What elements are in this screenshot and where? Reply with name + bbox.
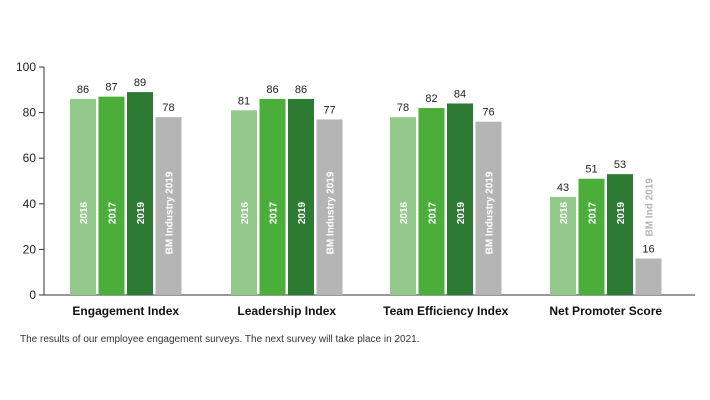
- bar-series-label: 2017: [588, 201, 599, 224]
- bar: [607, 174, 633, 295]
- bar: [155, 117, 182, 295]
- bar-value-label: 53: [614, 159, 626, 171]
- bar-series-label: 2019: [297, 201, 308, 224]
- y-tick-label: 100: [16, 60, 36, 74]
- y-tick-label: 60: [23, 151, 37, 165]
- bar-value-label: 86: [295, 84, 307, 96]
- bar: [475, 121, 502, 295]
- bar-series-label: 2017: [108, 201, 119, 224]
- bar-series-label: BM Industry 2019: [326, 171, 337, 254]
- bar-series-label: 2016: [399, 201, 410, 224]
- bar-value-label: 87: [105, 82, 117, 94]
- bar-value-label: 16: [642, 244, 654, 256]
- bar: [390, 117, 416, 295]
- category-label: Leadership Index: [237, 304, 336, 318]
- bar: [578, 178, 605, 295]
- bar-series-label: 2017: [269, 201, 280, 224]
- bar-series-label: 2019: [136, 201, 147, 224]
- bar-series-label: 2019: [616, 201, 627, 224]
- y-tick-label: 0: [29, 288, 36, 302]
- bar: [70, 98, 96, 295]
- bar: [127, 92, 153, 295]
- bar-value-label: 82: [425, 93, 437, 105]
- bar-value-label: 43: [557, 182, 569, 194]
- bar-series-label: BM Industry 2019: [485, 171, 496, 254]
- bar-value-label: 78: [397, 102, 409, 114]
- bar: [550, 196, 576, 295]
- bar: [259, 98, 286, 295]
- y-tick-label: 40: [23, 197, 37, 211]
- bar: [231, 110, 257, 295]
- bar: [447, 103, 473, 295]
- bar-value-label: 86: [266, 84, 278, 96]
- bar-series-label: BM Industry 2019: [165, 171, 176, 254]
- bar-series-label: 2017: [428, 201, 439, 224]
- y-tick-label: 80: [23, 106, 37, 120]
- bar-value-label: 76: [482, 107, 494, 119]
- bar: [316, 119, 343, 295]
- bar-series-label: 2016: [240, 201, 251, 224]
- bar-value-label: 51: [585, 164, 597, 176]
- category-label: Team Efficiency Index: [383, 304, 508, 318]
- bar: [288, 98, 314, 295]
- y-tick-label: 20: [23, 242, 37, 256]
- bar-value-label: 77: [323, 104, 335, 116]
- bar: [635, 258, 662, 295]
- bar-series-label: 2016: [559, 201, 570, 224]
- bar-series-label: BM Ind 2019: [645, 178, 656, 237]
- bar: [98, 96, 125, 295]
- category-label: Net Promoter Score: [549, 304, 662, 318]
- bar-series-label: 2016: [79, 201, 90, 224]
- bar-value-label: 89: [134, 77, 146, 89]
- category-label: Engagement Index: [72, 304, 179, 318]
- bar-series-label: 2019: [456, 201, 467, 224]
- chart-caption: The results of our employee engagement s…: [20, 334, 420, 345]
- bar-value-label: 86: [77, 84, 89, 96]
- bar: [418, 108, 445, 295]
- bar-value-label: 81: [238, 95, 250, 107]
- bar-value-label: 84: [454, 88, 466, 100]
- bar-value-label: 78: [162, 102, 174, 114]
